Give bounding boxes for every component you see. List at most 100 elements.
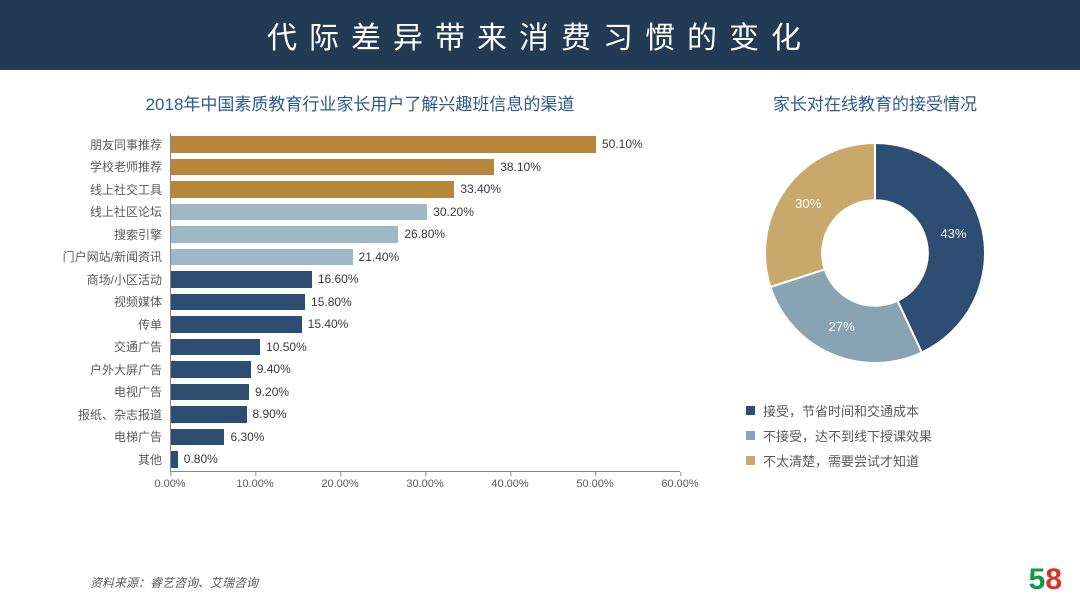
bar-label: 线上社交工具 — [40, 181, 170, 198]
bar-value: 38.10% — [500, 160, 541, 174]
bar-label: 朋友同事推荐 — [40, 136, 170, 153]
bar-value: 30.20% — [433, 205, 474, 219]
bar-value: 15.40% — [308, 317, 349, 331]
bar-label: 线上社区论坛 — [40, 203, 170, 220]
bar-fill: 38.10% — [171, 159, 494, 176]
bar-row: 电梯广告6.30% — [40, 426, 680, 449]
bar-fill: 33.40% — [171, 181, 454, 198]
bar-fill: 16.60% — [171, 271, 312, 288]
bar-fill: 15.40% — [171, 316, 302, 333]
bar-fill: 50.10% — [171, 136, 596, 153]
bar-fill: 9.40% — [171, 361, 251, 378]
bar-value: 9.40% — [257, 362, 291, 376]
bar-track: 10.50% — [170, 336, 680, 359]
donut-slice-label: 27% — [829, 319, 855, 334]
bar-row: 门户网站/新闻资讯21.40% — [40, 246, 680, 269]
bar-chart-title: 2018年中国素质教育行业家长用户了解兴趣班信息的渠道 — [40, 90, 680, 115]
legend-swatch — [746, 406, 755, 415]
bar-track: 26.80% — [170, 223, 680, 246]
x-tick: 30.00% — [406, 478, 443, 490]
bar-label: 其他 — [40, 451, 170, 468]
bar-label: 报纸、杂志报道 — [40, 406, 170, 423]
bar-row: 电视广告 9.20% — [40, 381, 680, 404]
bar-track: 15.40% — [170, 313, 680, 336]
bar-track: 16.60% — [170, 268, 680, 291]
bar-chart-panel: 2018年中国素质教育行业家长用户了解兴趣班信息的渠道 朋友同事推荐50.10%… — [40, 90, 680, 513]
bar-label: 视频媒体 — [40, 293, 170, 310]
bar-label: 门户网站/新闻资讯 — [40, 248, 170, 265]
bar-track: 9.40% — [170, 358, 680, 381]
bar-value: 50.10% — [602, 137, 643, 151]
bar-fill: 0.80% — [171, 451, 178, 468]
legend-item: 不接受，达不到线下授课效果 — [746, 426, 932, 445]
bar-fill: 10.50% — [171, 339, 260, 356]
bar-row: 报纸、杂志报道8.90% — [40, 403, 680, 426]
bar-row: 其他0.80% — [40, 448, 680, 471]
bar-value: 6.30% — [230, 430, 264, 444]
bar-fill: 30.20% — [171, 204, 427, 221]
donut-slice-label: 30% — [795, 196, 821, 211]
bar-value: 15.80% — [311, 295, 352, 309]
bar-value: 10.50% — [266, 340, 307, 354]
bar-fill: 26.80% — [171, 226, 398, 243]
bar-fill: 15.80% — [171, 294, 305, 311]
bar-value: 8.90% — [253, 407, 287, 421]
bar-chart: 朋友同事推荐50.10%学校老师推荐38.10%线上社交工具33.40%线上社区… — [40, 133, 680, 513]
legend-item: 不太清楚，需要尝试才知道 — [746, 451, 932, 470]
bar-value: 0.80% — [184, 452, 218, 466]
donut-legend: 接受，节省时间和交通成本不接受，达不到线下授课效果不太清楚，需要尝试才知道 — [710, 401, 932, 476]
donut-chart-panel: 家长对在线教育的接受情况 43% 27% 30% 接受，节省时间和交通成本不接受，达… — [710, 90, 1040, 513]
bar-label: 电视广告 — [40, 383, 170, 400]
bar-track: 8.90% — [170, 403, 680, 426]
donut-wrap: 43% 27% 30% 接受，节省时间和交通成本不接受，达不到线下授课效果不太清楚，… — [710, 133, 1040, 476]
bar-label: 学校老师推荐 — [40, 158, 170, 175]
x-tick: 50.00% — [576, 478, 613, 490]
bar-label: 户外大屏广告 — [40, 361, 170, 378]
content-area: 2018年中国素质教育行业家长用户了解兴趣班信息的渠道 朋友同事推荐50.10%… — [0, 70, 1080, 513]
bar-label: 传单 — [40, 316, 170, 333]
bar-row: 户外大屏广告9.40% — [40, 358, 680, 381]
legend-label: 不接受，达不到线下授课效果 — [763, 426, 932, 445]
donut-svg — [755, 133, 995, 373]
bar-row: 线上社区论坛30.20% — [40, 201, 680, 224]
bar-label: 交通广告 — [40, 338, 170, 355]
x-tick: 20.00% — [321, 478, 358, 490]
bar-value: 26.80% — [404, 227, 445, 241]
bar-track: 38.10% — [170, 156, 680, 179]
donut-chart-title: 家长对在线教育的接受情况 — [710, 90, 1040, 115]
legend-swatch — [746, 456, 755, 465]
bar-track: 0.80% — [170, 448, 680, 471]
donut-slice-label: 43% — [940, 226, 966, 241]
bar-row: 视频媒体15.80% — [40, 291, 680, 314]
bar-label: 商场/小区活动 — [40, 271, 170, 288]
logo-58: 58 — [1029, 563, 1062, 597]
bar-row: 商场/小区活动16.60% — [40, 268, 680, 291]
bar-value: 9.20% — [255, 385, 289, 399]
bar-fill: 21.40% — [171, 249, 353, 266]
bar-track: 33.40% — [170, 178, 680, 201]
page-title: 代际差异带来消费习惯的变化 — [267, 13, 813, 57]
x-tick: 10.00% — [236, 478, 273, 490]
legend-label: 不太清楚，需要尝试才知道 — [763, 451, 919, 470]
bar-track: 30.20% — [170, 201, 680, 224]
bar-track: 6.30% — [170, 426, 680, 449]
bar-row: 交通广告10.50% — [40, 336, 680, 359]
bar-value: 33.40% — [460, 182, 501, 196]
logo-digit-8: 8 — [1045, 563, 1062, 596]
bar-row: 搜索引擎26.80% — [40, 223, 680, 246]
source-note: 资料来源：睿艺咨询、艾瑞咨询 — [90, 574, 258, 591]
bar-label: 搜索引擎 — [40, 226, 170, 243]
bar-row: 传单15.40% — [40, 313, 680, 336]
bar-row: 朋友同事推荐50.10% — [40, 133, 680, 156]
donut-slice — [770, 269, 921, 363]
donut-slice — [765, 143, 875, 287]
x-tick: 60.00% — [661, 478, 698, 490]
bar-row: 学校老师推荐38.10% — [40, 156, 680, 179]
bar-track: 21.40% — [170, 246, 680, 269]
bar-x-axis: 0.00%10.00%20.00%30.00%40.00%50.00%60.00… — [170, 471, 680, 495]
bar-row: 线上社交工具33.40% — [40, 178, 680, 201]
bar-fill: 8.90% — [171, 406, 247, 423]
legend-item: 接受，节省时间和交通成本 — [746, 401, 932, 420]
bar-value: 16.60% — [318, 272, 359, 286]
legend-swatch — [746, 431, 755, 440]
